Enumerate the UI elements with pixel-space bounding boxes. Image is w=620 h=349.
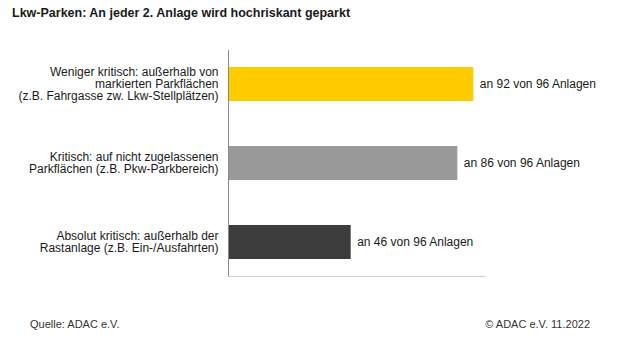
html-text:© ADAC e.V. 11.2022: © ADAC e.V. 11.2022 [485,318,590,330]
svg-text:Absolut kritisch: außerhalb de: Absolut kritisch: außerhalb derRastanlag… [40,229,219,255]
svg-text:an 46 von 96 Anlagen: an 46 von 96 Anlagen [357,235,473,249]
svg-text:Weniger kritisch: außerhalb vo: Weniger kritisch: außerhalb vonmarkierte… [18,65,218,103]
svg-text:an 92 von 96 Anlagen: an 92 von 96 Anlagen [480,77,596,91]
html-text:Quelle: ADAC e.V.: Quelle: ADAC e.V. [30,318,120,330]
svg-text:an 86 von 96 Anlagen: an 86 von 96 Anlagen [464,156,580,170]
html-text:Lkw-Parken: An jeder 2. Anlage: Lkw-Parken: An jeder 2. Anlage wird hoch… [12,6,351,20]
svg-text:Kritisch: auf nicht zugelassen: Kritisch: auf nicht zugelassenenParkfläc… [29,150,218,176]
